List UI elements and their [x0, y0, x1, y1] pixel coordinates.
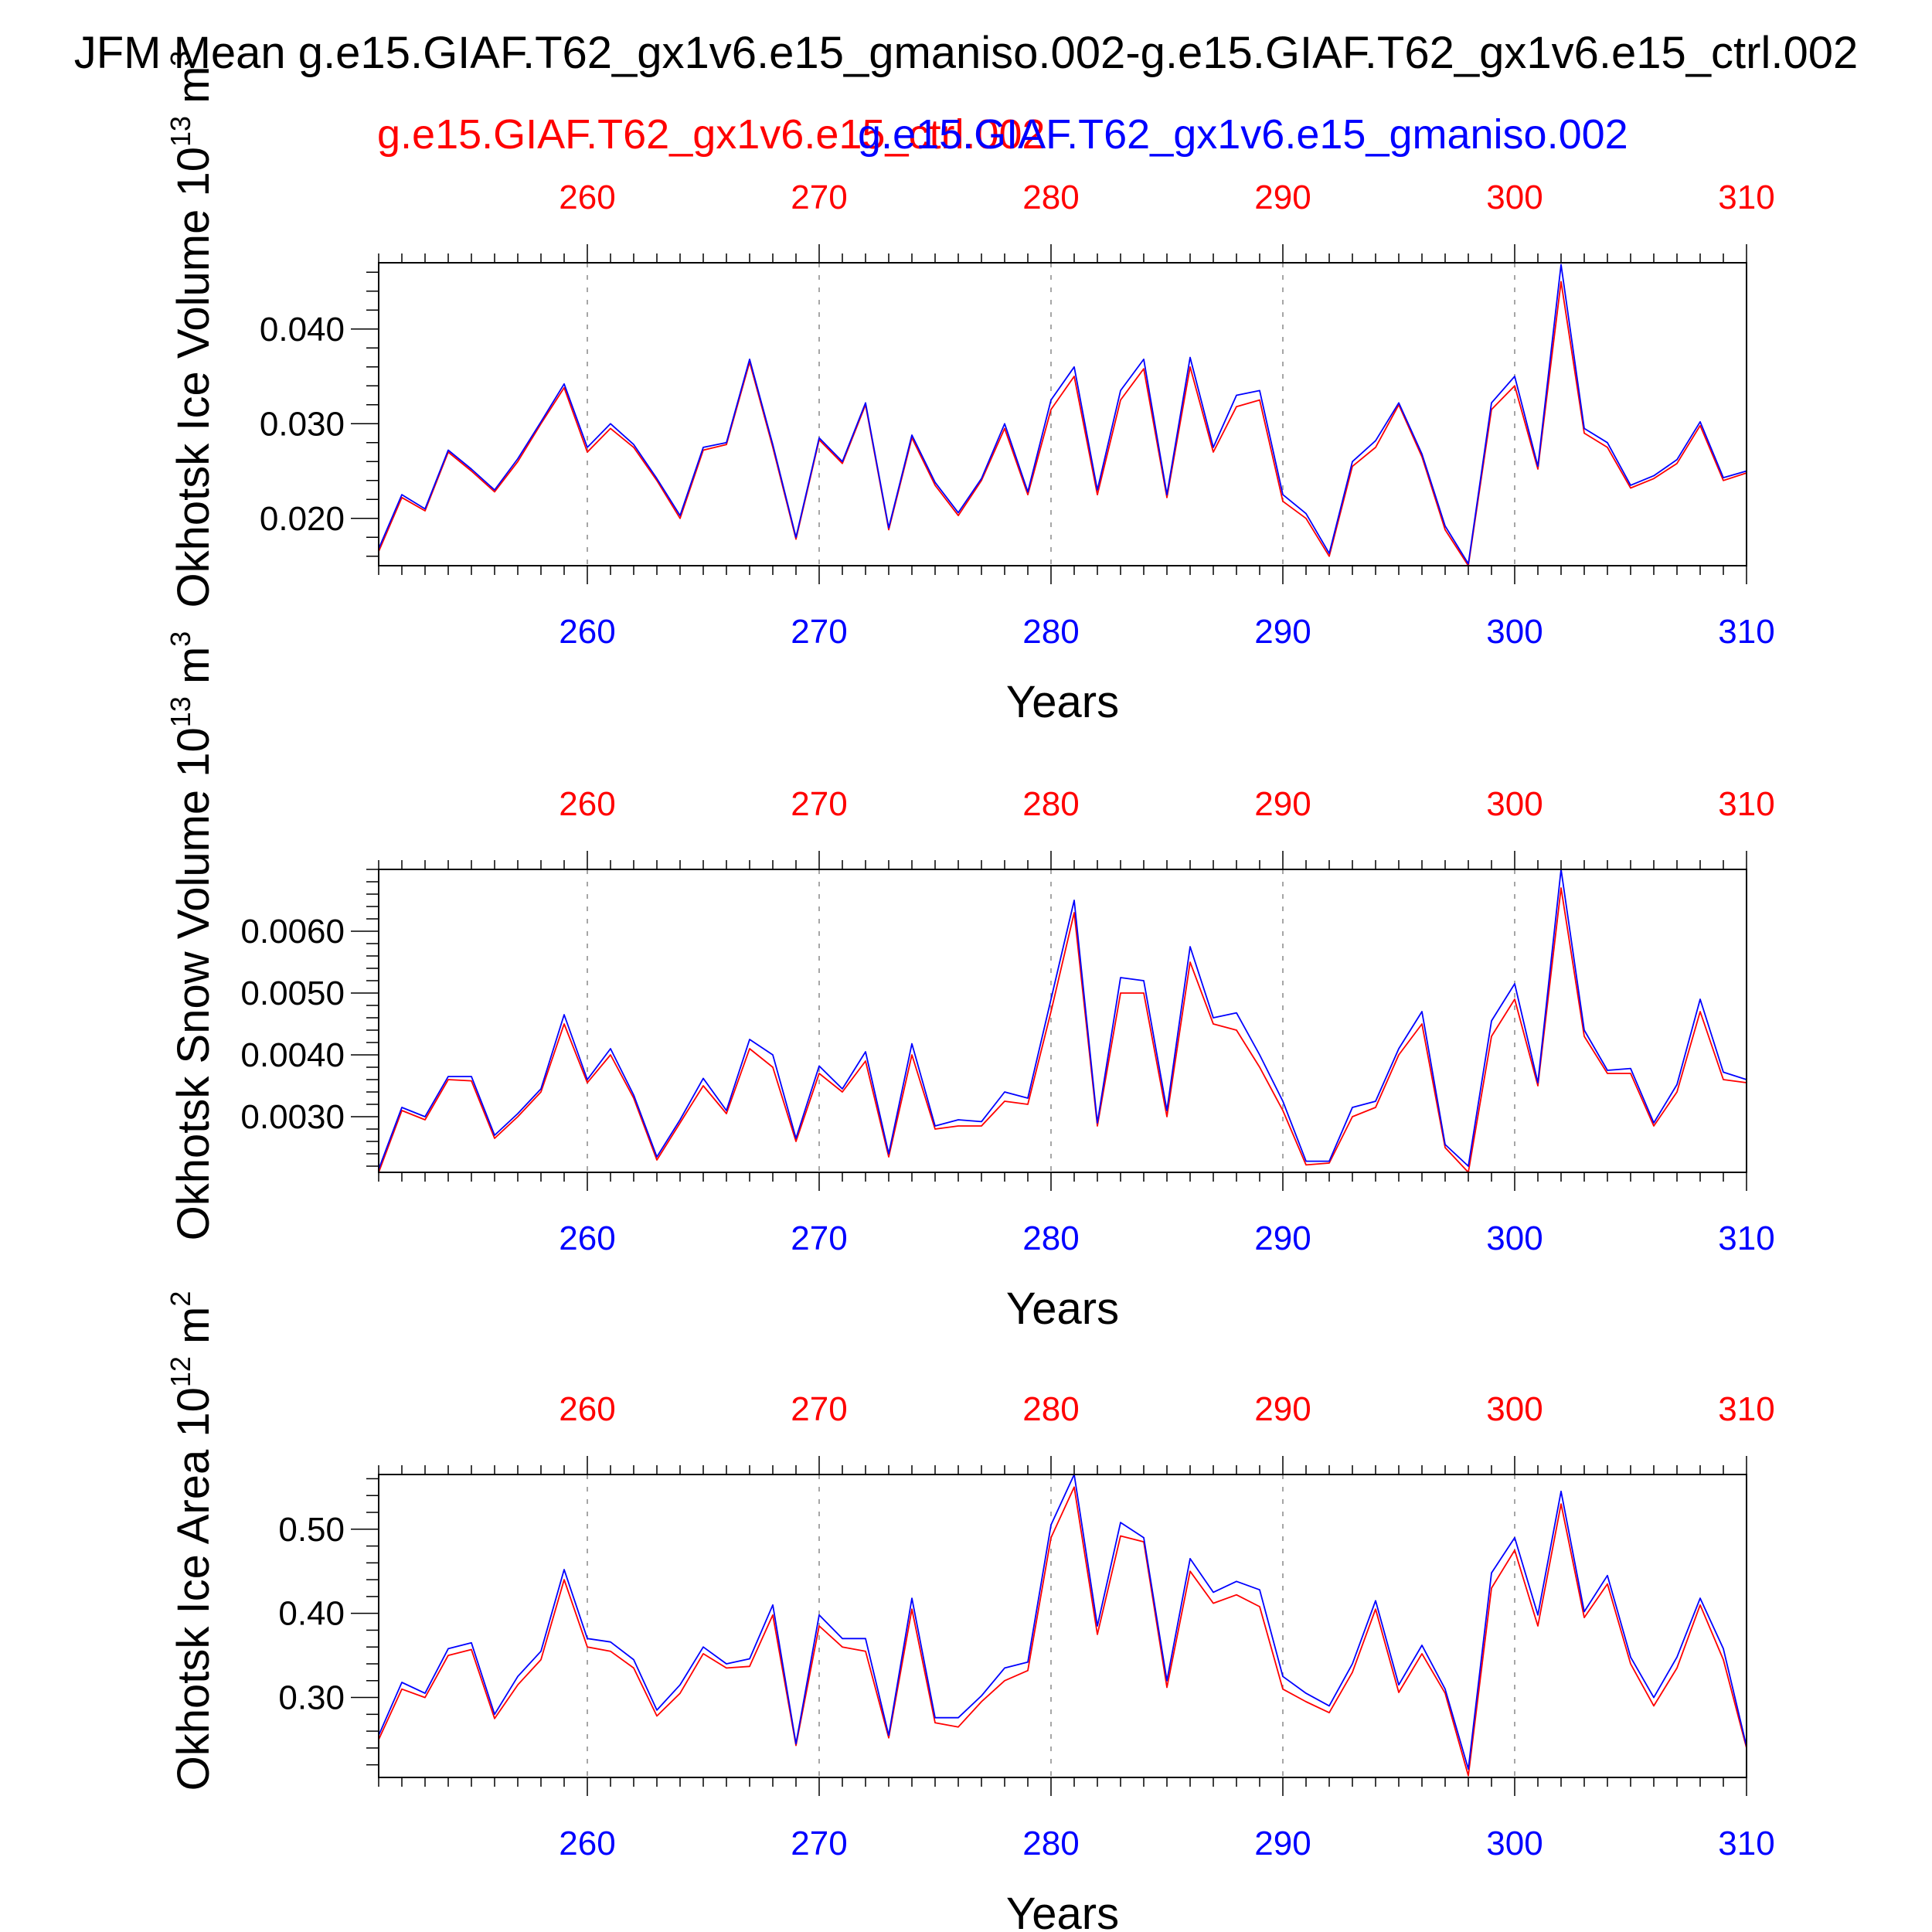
chart-panel-2: 260 260 270 270 280 280 290 290 300 300 310 310 0.00…: [165, 631, 1775, 1334]
x-tick-label-top: 300: [1486, 1390, 1543, 1428]
x-tick-label-bottom: 260: [559, 1825, 615, 1862]
x-tick-label-bottom: 270: [791, 613, 847, 651]
y-tick-label: 0.030: [260, 405, 345, 443]
plot-frame: [378, 262, 1747, 566]
y-tick-label: 0.0050: [240, 975, 345, 1012]
x-tick-label-bottom: 280: [1022, 613, 1079, 651]
y-tick-label: 0.0030: [240, 1098, 345, 1136]
x-tick-label-top: 260: [559, 1390, 615, 1428]
x-tick-label-bottom: 280: [1022, 1825, 1079, 1862]
y-axis-title: Okhotsk Ice Volume 1013 m3: [165, 51, 219, 608]
series-line-red: [378, 281, 1747, 566]
x-tick-label-top: 310: [1718, 785, 1774, 823]
x-tick-label-bottom: 310: [1718, 613, 1774, 651]
x-tick-label-bottom: 260: [559, 1219, 615, 1257]
x-tick-label-bottom: 270: [791, 1825, 847, 1862]
series-line-red: [378, 887, 1747, 1173]
plot-frame: [378, 869, 1747, 1173]
x-axis-title: Years: [1006, 1889, 1119, 1932]
y-tick-label: 0.0060: [240, 913, 345, 951]
y-axis-title: Okhotsk Snow Volume 1013 m3: [165, 631, 219, 1241]
series-line-blue: [378, 264, 1747, 565]
x-tick-label-bottom: 290: [1254, 1825, 1311, 1862]
chart-panel-3: 260 260 270 270 280 280 290 290 300 300 310 310 0.30…: [165, 1291, 1775, 1932]
x-tick-label-top: 270: [791, 785, 847, 823]
x-tick-label-bottom: 310: [1718, 1219, 1774, 1257]
x-tick-label-top: 270: [791, 1390, 847, 1428]
y-tick-label: 0.50: [278, 1511, 345, 1549]
legend-title-blue: g.e15.GIAF.T62_gx1v6.e15_gmaniso.002: [858, 111, 1628, 158]
figure-title: JFM Mean g.e15.GIAF.T62_gx1v6.e15_gmanis…: [74, 28, 1858, 78]
x-tick-label-bottom: 260: [559, 613, 615, 651]
x-tick-label-top: 260: [559, 179, 615, 216]
x-tick-label-top: 310: [1718, 1390, 1774, 1428]
y-tick-label: 0.0040: [240, 1036, 345, 1074]
x-tick-label-top: 300: [1486, 785, 1543, 823]
x-tick-label-top: 290: [1254, 1390, 1311, 1428]
x-tick-label-bottom: 310: [1718, 1825, 1774, 1862]
x-tick-label-top: 280: [1022, 179, 1079, 216]
plot-frame: [378, 1474, 1747, 1778]
series-line-blue: [378, 869, 1747, 1170]
chart-panel-1: 260 260 270 270 280 280 290 290 300 300 310 310 0.02…: [165, 51, 1775, 727]
series-line-blue: [378, 1474, 1747, 1770]
x-tick-label-bottom: 300: [1486, 613, 1543, 651]
x-axis-title: Years: [1006, 1284, 1119, 1334]
x-tick-label-bottom: 290: [1254, 1219, 1311, 1257]
x-tick-label-top: 280: [1022, 1390, 1079, 1428]
series-line-red: [378, 1486, 1747, 1777]
x-tick-label-top: 290: [1254, 785, 1311, 823]
x-tick-label-top: 280: [1022, 785, 1079, 823]
x-tick-label-top: 290: [1254, 179, 1311, 216]
y-tick-label: 0.30: [278, 1679, 345, 1717]
y-tick-label: 0.040: [260, 311, 345, 349]
y-tick-label: 0.020: [260, 500, 345, 538]
x-tick-label-top: 300: [1486, 179, 1543, 216]
x-tick-label-top: 260: [559, 785, 615, 823]
x-tick-label-top: 270: [791, 179, 847, 216]
x-tick-label-bottom: 300: [1486, 1219, 1543, 1257]
x-tick-label-bottom: 280: [1022, 1219, 1079, 1257]
y-tick-label: 0.40: [278, 1595, 345, 1633]
x-tick-label-bottom: 290: [1254, 613, 1311, 651]
legend-title-red: g.e15.GIAF.T62_gx1v6.e15_ctrl.002: [377, 111, 1046, 158]
x-tick-label-bottom: 270: [791, 1219, 847, 1257]
x-axis-title: Years: [1006, 677, 1119, 727]
x-tick-label-top: 310: [1718, 179, 1774, 216]
x-tick-label-bottom: 300: [1486, 1825, 1543, 1862]
y-axis-title: Okhotsk Ice Area 1012 m2: [165, 1291, 219, 1791]
